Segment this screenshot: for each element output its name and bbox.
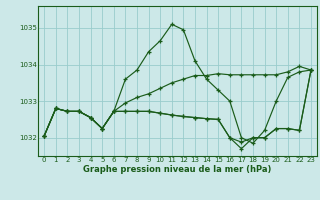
X-axis label: Graphe pression niveau de la mer (hPa): Graphe pression niveau de la mer (hPa): [84, 165, 272, 174]
